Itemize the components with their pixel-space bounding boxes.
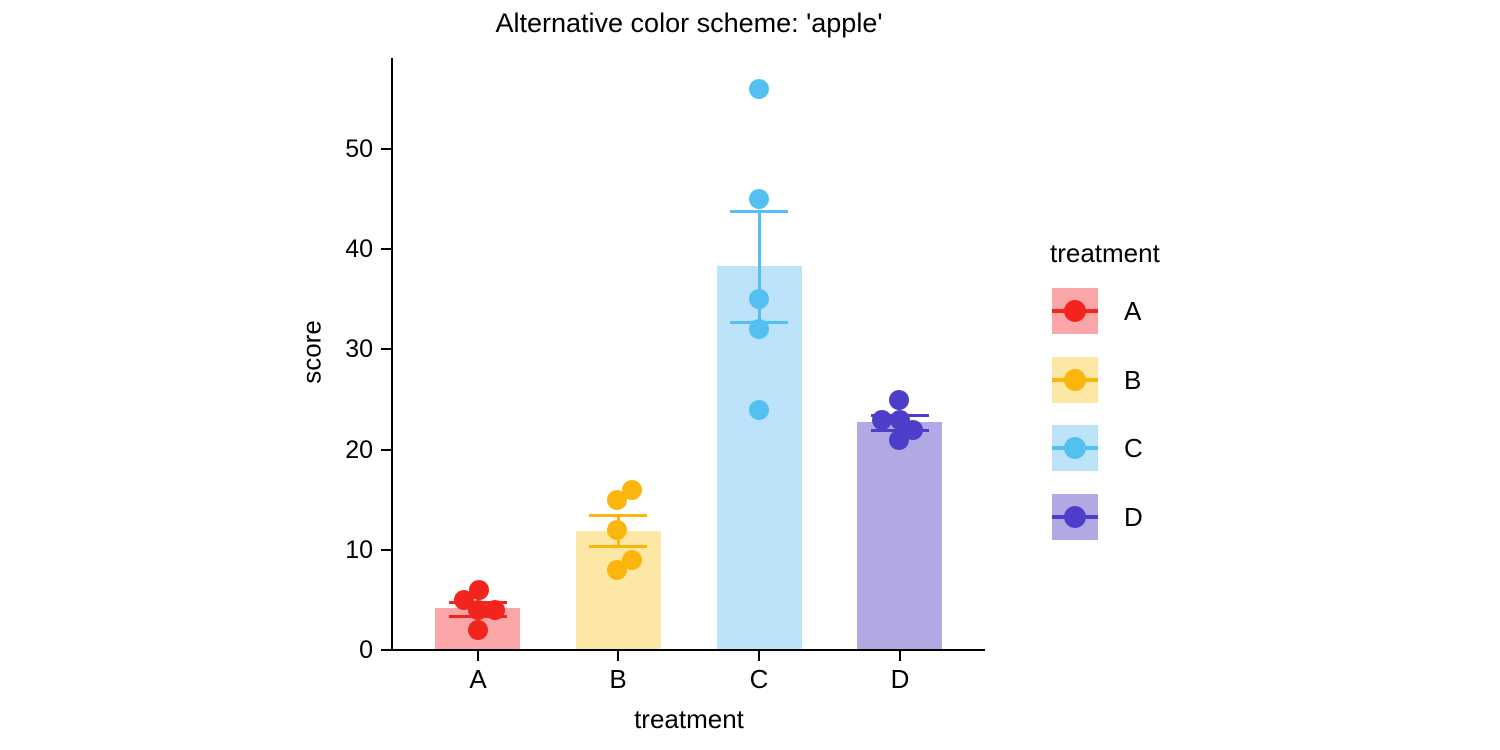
y-tick: [381, 449, 391, 451]
data-point: [749, 400, 769, 420]
x-tick-label: D: [890, 664, 910, 694]
legend-item-label: C: [1124, 433, 1143, 463]
y-tick-label: 20: [345, 436, 373, 464]
bar: [576, 531, 661, 650]
x-tick-label: C: [749, 664, 769, 694]
y-tick: [381, 549, 391, 551]
data-point: [607, 490, 627, 510]
legend-key-dot: [1064, 437, 1086, 459]
y-tick-label: 40: [345, 235, 373, 263]
y-tick: [381, 649, 391, 651]
data-point: [749, 79, 769, 99]
error-bar-cap-top: [730, 210, 788, 213]
data-point: [622, 480, 642, 500]
data-point: [469, 580, 489, 600]
error-bar-line: [758, 211, 761, 322]
data-point: [749, 189, 769, 209]
legend-key-dot: [1064, 300, 1086, 322]
y-tick-label: 30: [345, 335, 373, 363]
data-point: [872, 410, 892, 430]
y-tick-label: 10: [345, 536, 373, 564]
x-axis-line: [391, 649, 985, 651]
data-point: [468, 620, 488, 640]
legend-item-label: D: [1124, 502, 1143, 532]
y-axis-line: [391, 58, 393, 651]
legend-key: [1052, 494, 1098, 540]
legend-key: [1052, 425, 1098, 471]
data-point: [485, 600, 505, 620]
data-point: [607, 520, 627, 540]
y-tick-label: 0: [359, 636, 373, 664]
x-tick-label: A: [469, 664, 487, 694]
y-tick: [381, 248, 391, 250]
data-point: [889, 390, 909, 410]
data-point: [889, 430, 909, 450]
legend-key-dot: [1064, 506, 1086, 528]
legend-key-dot: [1064, 369, 1086, 391]
x-axis-label: treatment: [634, 704, 744, 734]
chart-title: Alternative color scheme: 'apple': [495, 8, 883, 38]
legend-key: [1052, 357, 1098, 403]
x-tick-label: B: [609, 664, 627, 694]
error-bar-cap-top: [589, 514, 647, 517]
error-bar-cap-bottom: [589, 545, 647, 548]
data-point: [749, 319, 769, 339]
legend-items: A B C D: [1048, 238, 1348, 568]
x-tick: [899, 651, 901, 661]
legend-title: treatment: [1050, 238, 1160, 268]
legend-item-label: A: [1124, 296, 1142, 326]
y-tick: [381, 148, 391, 150]
legend-key: [1052, 288, 1098, 334]
data-point: [749, 289, 769, 309]
data-point: [607, 560, 627, 580]
x-tick: [477, 651, 479, 661]
bar: [857, 422, 942, 650]
x-tick: [758, 651, 760, 661]
data-point: [468, 600, 488, 620]
x-tick: [617, 651, 619, 661]
legend-item-label: B: [1124, 365, 1142, 395]
data-point: [622, 550, 642, 570]
y-tick-label: 50: [345, 135, 373, 163]
legend: treatment A B C D: [1048, 238, 1348, 568]
y-tick: [381, 348, 391, 350]
